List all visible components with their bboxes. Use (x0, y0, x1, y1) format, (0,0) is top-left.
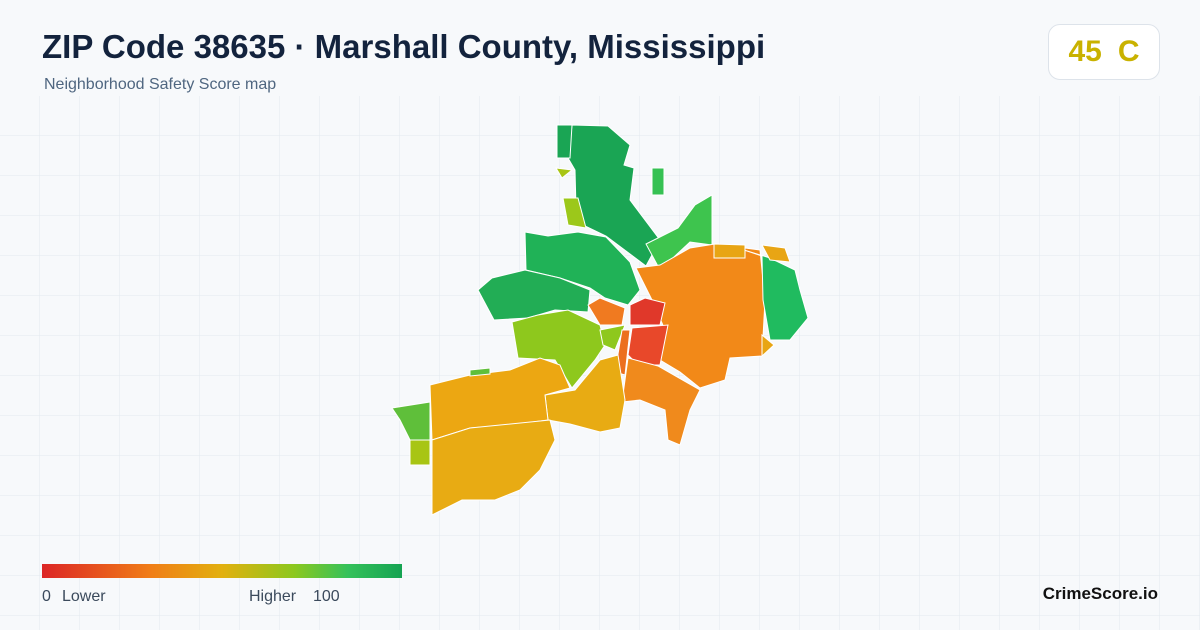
score-badge: 45 C (1048, 24, 1160, 80)
score: 45 (1068, 35, 1102, 68)
legend-gradient (42, 564, 402, 578)
legend-max: 100 (313, 588, 340, 605)
brand: CrimeScore.io (1042, 584, 1158, 603)
legend-min-label: Lower (62, 588, 106, 605)
legend-min: 0 (42, 588, 51, 605)
zip-areas (391, 124, 809, 516)
grade: C (1117, 35, 1140, 68)
legend-max-label: Higher (249, 588, 297, 605)
title: ZIP Code 38635 · Marshall County, Missis… (42, 28, 766, 65)
subtitle: Neighborhood Safety Score map (44, 76, 277, 93)
